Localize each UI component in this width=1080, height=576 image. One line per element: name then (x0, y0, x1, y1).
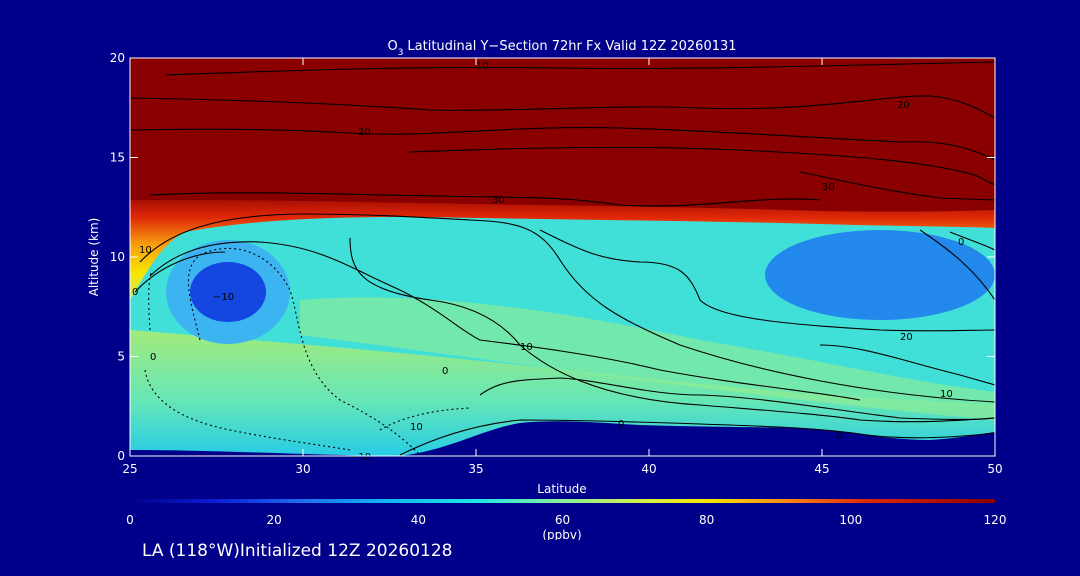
y-tick-label: 15 (110, 151, 125, 165)
colorbar-unit: (ppbv) (542, 528, 581, 540)
contour-label: 10 (410, 422, 423, 433)
contour-line (149, 192, 821, 207)
contour-line-negative (144, 369, 351, 451)
contour-line (949, 231, 995, 251)
contour-label: −10 (213, 292, 234, 303)
contour-label: 10 (139, 245, 152, 256)
contour-label: 10 (940, 389, 953, 400)
contour-line (149, 241, 861, 401)
contour-label: −10 (350, 452, 371, 463)
contour-line (919, 229, 995, 301)
contour-label: 20 (900, 332, 913, 343)
chart-title: O3 Latitudinal Y−Section 72hr Fx Valid 12… (387, 39, 736, 58)
contour-label: 0 (836, 430, 842, 441)
contour-line (409, 146, 995, 186)
x-tick-label: 45 (814, 462, 829, 476)
colorbar-tick-label: 0 (126, 513, 134, 527)
contour-label: 0 (150, 352, 156, 363)
colorbar (130, 499, 995, 503)
colorbar-ticks: 0 20 40 60 80 100 120 (126, 513, 1006, 527)
contour-line (139, 213, 995, 403)
contour-label: 0 (958, 237, 964, 248)
contour-labels: 10 20 30 30 20 10 10 0 0 −10 0 −10 10 20… (132, 61, 964, 463)
y-tick-label: 5 (117, 350, 125, 364)
chart-svg: O3 Latitudinal Y−Section 72hr Fx Valid 12… (87, 39, 1006, 542)
x-tick-label: 35 (468, 462, 483, 476)
contour-line (479, 377, 995, 421)
x-tick-label: 30 (295, 462, 310, 476)
colorbar-tick-label: 40 (411, 513, 426, 527)
x-axis: 25 30 35 40 45 50 (122, 58, 1003, 476)
footer-caption: LA (118°W)Initialized 12Z 20260128 (142, 541, 453, 561)
contour-label: 10 (520, 342, 533, 353)
contour-line (130, 127, 995, 161)
low-ozone-cell-north (765, 230, 995, 320)
colorbar-tick-label: 60 (555, 513, 570, 527)
colorbar-tick-label: 120 (984, 513, 1007, 527)
tropopause-band (130, 190, 995, 300)
ozone-field (130, 58, 995, 456)
y-axis-label: Altitude (km) (87, 218, 101, 297)
contour-line (349, 237, 995, 423)
contour-line (819, 344, 995, 386)
contour-lines (130, 61, 995, 456)
x-tick-label: 25 (122, 462, 137, 476)
contour-line-negative (379, 407, 471, 431)
contour-line (134, 251, 226, 293)
low-ozone-core (190, 262, 266, 322)
x-tick-label: 50 (987, 462, 1002, 476)
stratosphere-region (130, 58, 995, 212)
contour-line (399, 419, 995, 456)
contour-label: 20 (358, 127, 371, 138)
mid-band (300, 297, 995, 420)
contour-line-negative (187, 247, 421, 456)
contour-label: 10 (476, 61, 489, 72)
contour-label: 30 (822, 182, 835, 193)
contour-line (164, 61, 995, 76)
contour-label: 0 (132, 287, 138, 298)
x-axis-label: Latitude (537, 482, 586, 496)
contour-line (799, 171, 995, 201)
y-tick-label: 10 (110, 250, 125, 264)
contour-label: 20 (897, 100, 910, 111)
surface-low-region (130, 421, 995, 456)
contour-label: 30 (492, 195, 505, 206)
y-tick-label: 0 (117, 449, 125, 463)
colorbar-tick-label: 100 (839, 513, 862, 527)
contour-label: 0 (618, 419, 624, 430)
contour-line (539, 229, 995, 332)
y-tick-label: 20 (110, 51, 125, 65)
contour-line (130, 95, 995, 119)
y-axis: 0 5 10 15 20 (110, 51, 995, 463)
colorbar-tick-label: 20 (267, 513, 282, 527)
x-tick-label: 40 (641, 462, 656, 476)
lower-troposphere-band (130, 330, 995, 456)
contour-label: 0 (442, 366, 448, 377)
colorbar-tick-label: 80 (699, 513, 714, 527)
